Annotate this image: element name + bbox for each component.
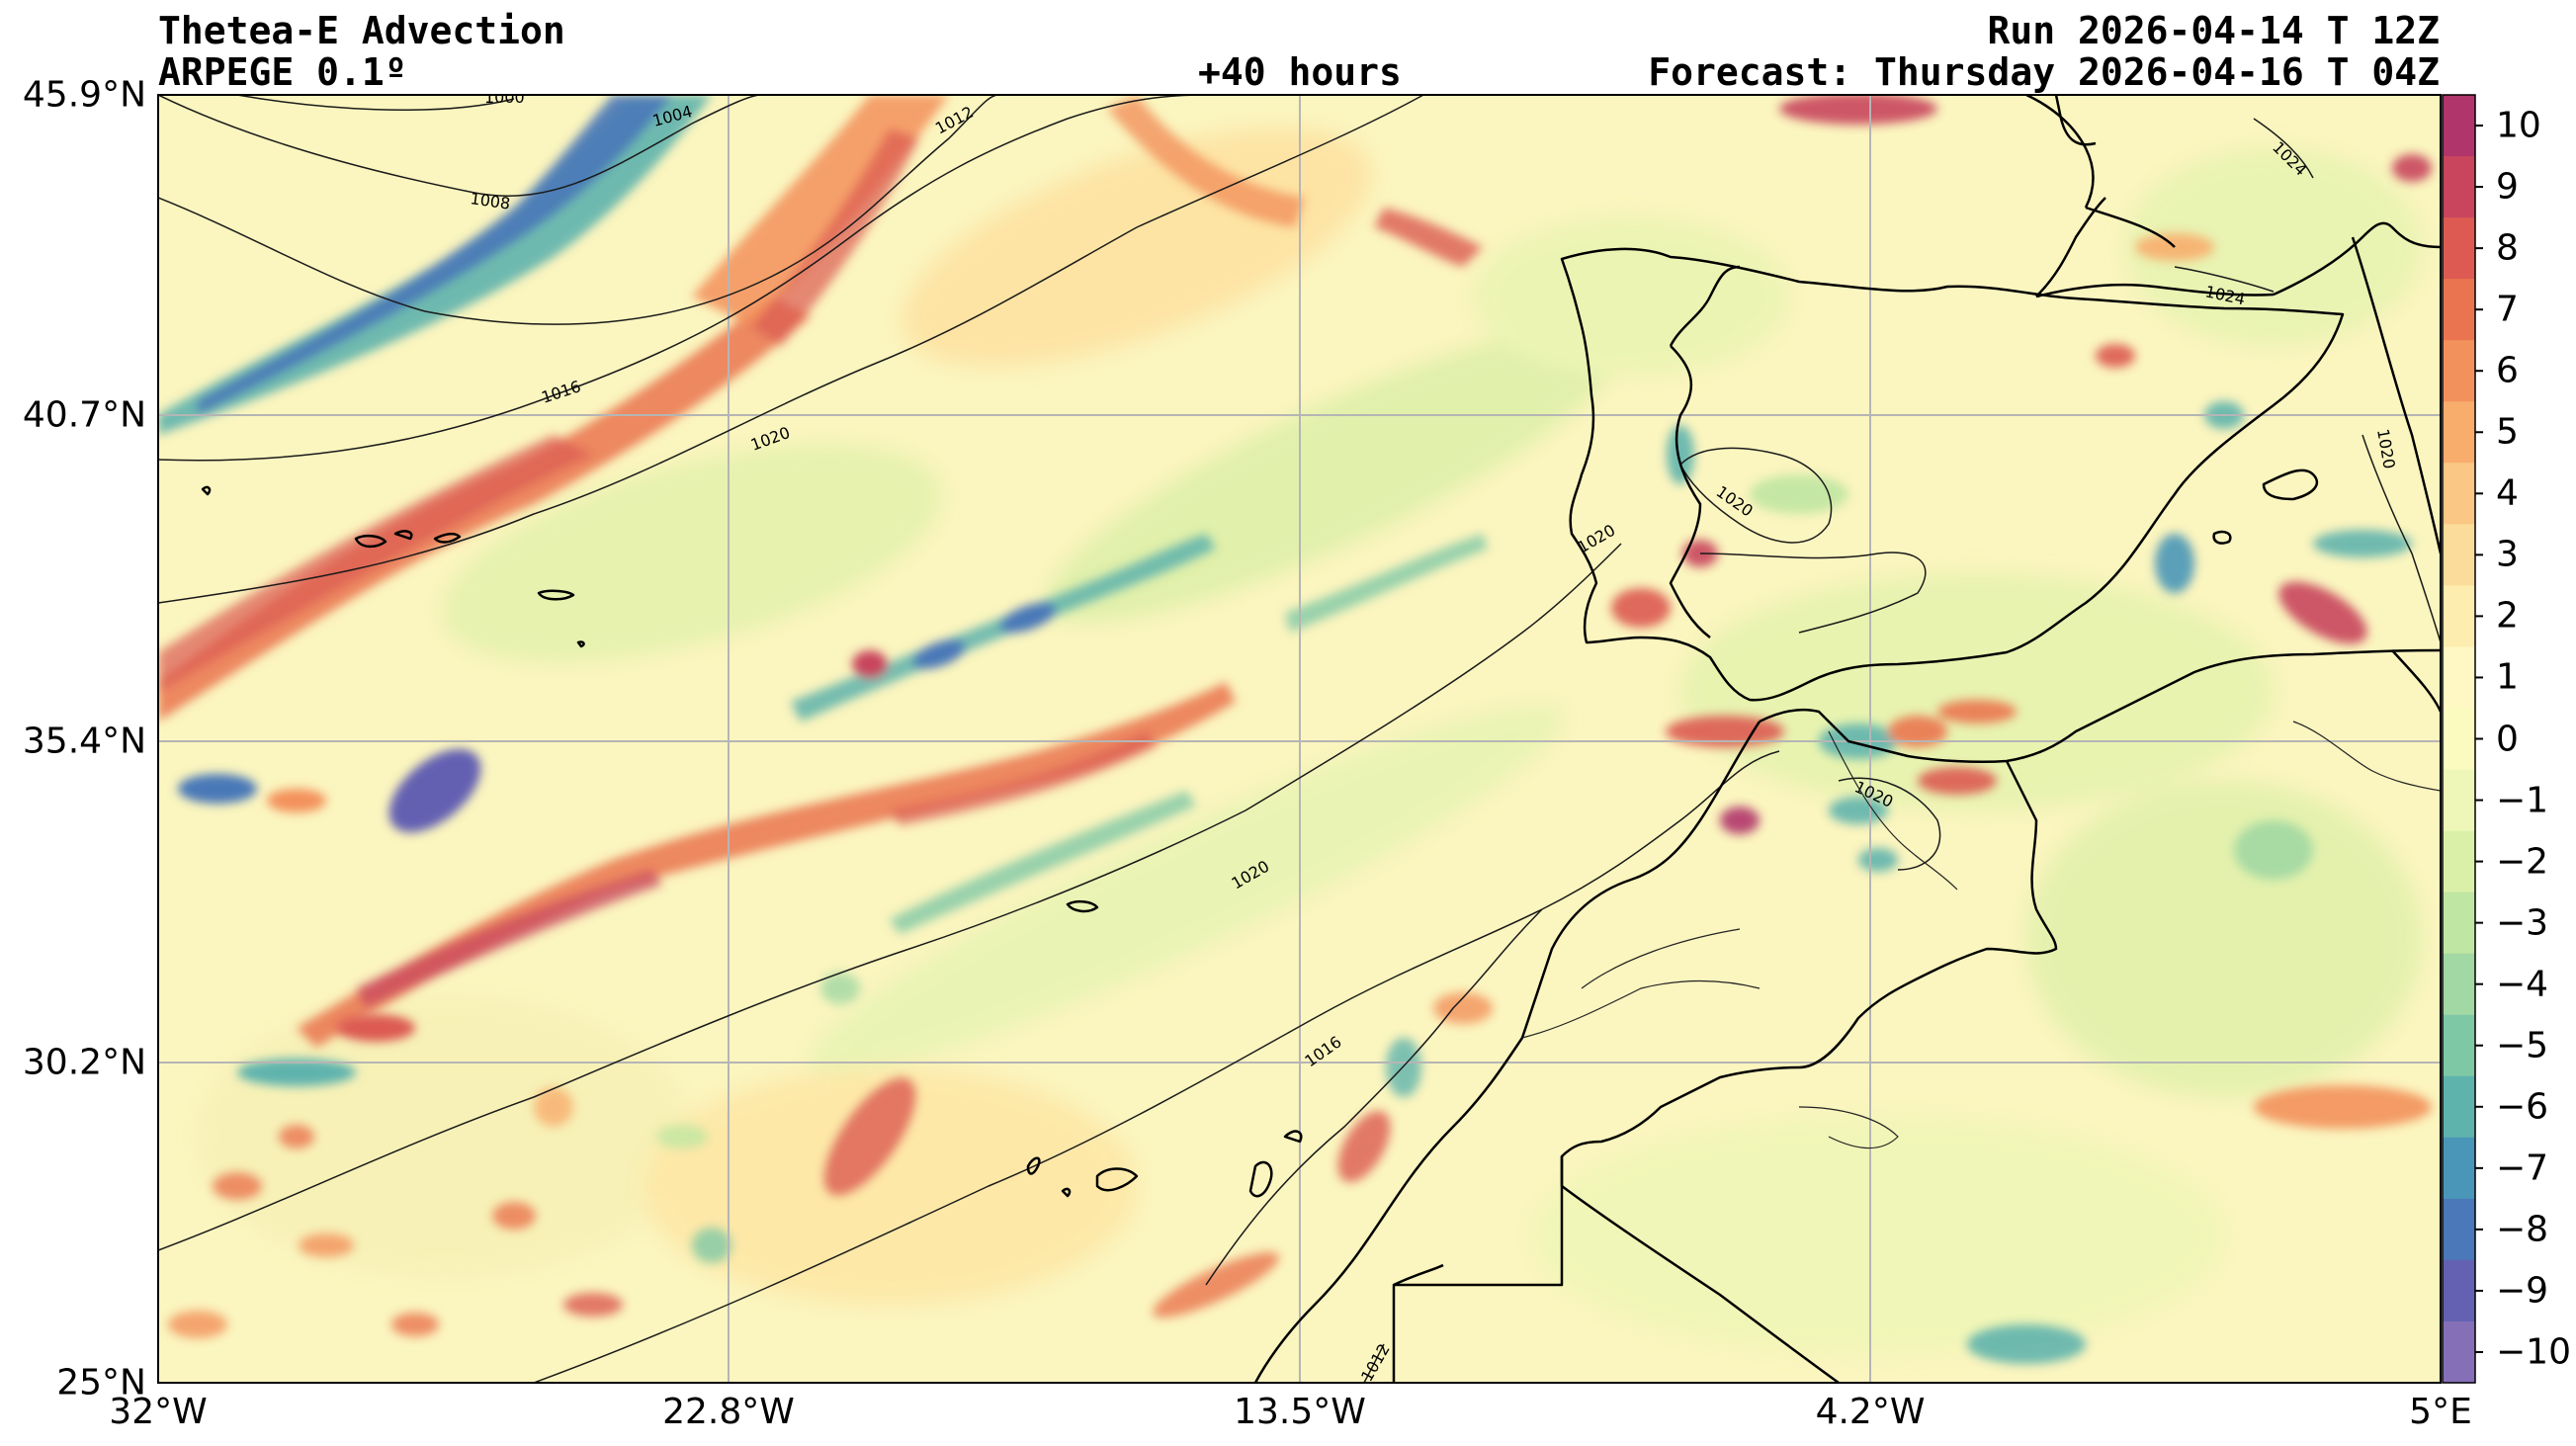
colorbar-frame <box>2442 94 2476 1384</box>
lon-label: 32°W <box>109 1392 208 1432</box>
colorbar-segment <box>2443 156 2475 218</box>
map-frame <box>157 94 2442 1384</box>
colorbar-tick-label: 1 <box>2496 656 2519 698</box>
lon-label: 5°E <box>2409 1392 2472 1432</box>
colorbar-segment <box>2443 279 2475 341</box>
lat-label: 40.7°N <box>22 394 146 436</box>
colorbar-tick-label: 0 <box>2496 719 2519 759</box>
colorbar-segment <box>2443 769 2475 832</box>
lat-label: 25°N <box>56 1362 146 1403</box>
colorbar-segment <box>2443 585 2475 648</box>
colorbar-segment <box>2443 340 2475 402</box>
colorbar-segment <box>2443 830 2475 893</box>
colorbar-tick-label: −7 <box>2496 1148 2549 1189</box>
colorbar-tick-label: −8 <box>2496 1209 2549 1250</box>
isobars <box>158 95 2441 1383</box>
colorbar-segment <box>2443 401 2475 464</box>
colorbar-segment <box>2443 463 2475 525</box>
isobar-label: 1000 <box>484 88 525 107</box>
colorbar-segment <box>2443 1320 2475 1384</box>
colorbar-tick-label: 10 <box>2496 105 2541 146</box>
lat-label: 45.9°N <box>22 74 146 116</box>
colorbar-segment <box>2443 1075 2475 1139</box>
colorbar-tick-label: 6 <box>2496 350 2519 391</box>
lat-label: 30.2°N <box>22 1042 146 1083</box>
colorbar-segment <box>2443 1014 2475 1077</box>
colorbar-tick-label: −4 <box>2496 964 2549 1005</box>
coastlines <box>201 95 2441 1383</box>
map-title: Thetea-E Advection <box>158 9 565 52</box>
colorbar-segment <box>2443 646 2475 710</box>
colorbar-segment <box>2443 95 2475 157</box>
colorbar-tick-label: −6 <box>2496 1086 2549 1128</box>
colorbar-tick-label: 2 <box>2496 595 2519 637</box>
run-time: Run 2026-04-14 T 12Z <box>1987 9 2440 52</box>
colorbar-tick-label: 5 <box>2496 411 2519 453</box>
lon-label: 4.2°W <box>1815 1392 1926 1432</box>
map-panel: 1000 1004 1008 1012 1016 1020 1020 1020 … <box>158 88 2441 1383</box>
colorbar-tick-label: −2 <box>2496 841 2549 883</box>
model-name: ARPEGE 0.1º <box>158 50 407 94</box>
colorbar-tick-label: 8 <box>2496 227 2519 269</box>
colorbar-tick-label: −9 <box>2496 1270 2549 1312</box>
colorbar-tick-label: −5 <box>2496 1025 2549 1066</box>
colorbar-tick-label: 9 <box>2496 166 2519 208</box>
colorbar-segment <box>2443 217 2475 280</box>
colorbar-segment <box>2443 1198 2475 1261</box>
colorbar-segment <box>2443 892 2475 955</box>
lon-label: 22.8°W <box>662 1392 795 1432</box>
colorbar-segment <box>2443 1259 2475 1322</box>
colorbar-segment <box>2443 708 2475 771</box>
colorbar-tick-label: 3 <box>2496 534 2519 575</box>
colorbar-tick-label: −10 <box>2496 1331 2571 1373</box>
colorbar-segment <box>2443 1137 2475 1200</box>
colorbar-tick-label: −3 <box>2496 902 2549 944</box>
colorbar-segment <box>2443 524 2475 586</box>
colorbar <box>2443 95 2483 1384</box>
colorbar-tick-label: −1 <box>2496 780 2549 821</box>
lon-label: 13.5°W <box>1234 1392 1366 1432</box>
lat-label: 35.4°N <box>22 721 146 762</box>
lead-time: +40 hours <box>1198 50 1402 94</box>
colorbar-tick-label: 7 <box>2496 289 2519 330</box>
colorbar-tick-label: 4 <box>2496 472 2519 514</box>
forecast-time: Forecast: Thursday 2026-04-16 T 04Z <box>1648 50 2440 94</box>
colorbar-segment <box>2443 953 2475 1016</box>
advection-field <box>158 95 2432 1364</box>
